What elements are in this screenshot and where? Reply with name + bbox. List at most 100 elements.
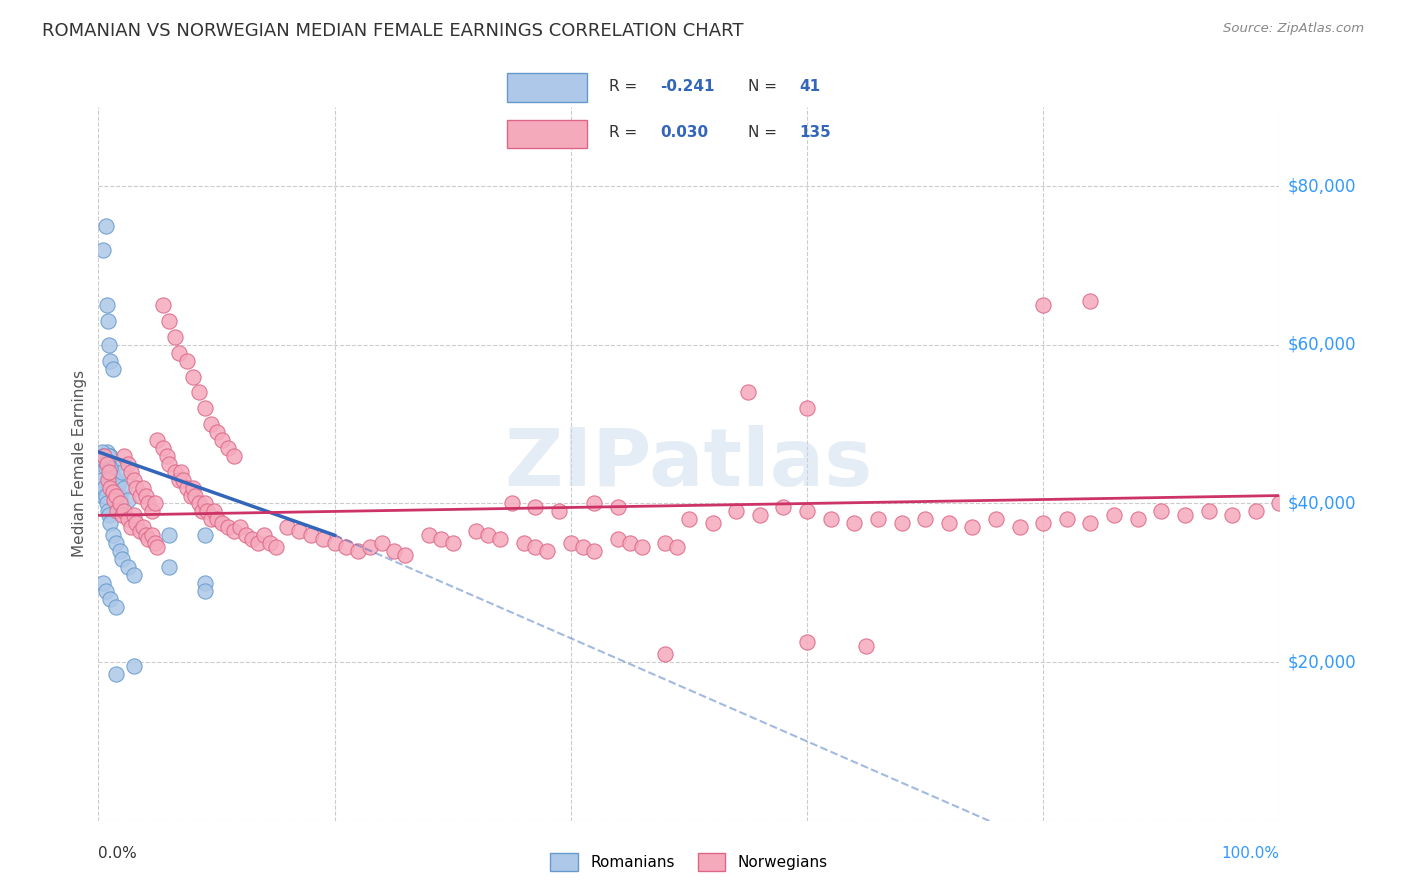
Point bbox=[748, 508, 770, 523]
Point bbox=[97, 504, 120, 518]
Point bbox=[194, 401, 217, 416]
Text: $60,000: $60,000 bbox=[1288, 336, 1357, 354]
Point bbox=[101, 528, 124, 542]
Point bbox=[962, 520, 984, 534]
Point bbox=[132, 520, 155, 534]
Point bbox=[108, 489, 131, 503]
Point bbox=[93, 481, 115, 495]
Point bbox=[1080, 516, 1102, 531]
Point bbox=[240, 532, 263, 546]
Point bbox=[229, 520, 252, 534]
Point bbox=[98, 460, 121, 475]
Point bbox=[176, 481, 198, 495]
Point bbox=[571, 540, 593, 554]
Point bbox=[195, 504, 218, 518]
Point bbox=[1032, 516, 1054, 531]
Point bbox=[98, 460, 121, 475]
Point bbox=[101, 468, 124, 483]
Point bbox=[94, 460, 117, 475]
Point bbox=[312, 532, 335, 546]
Point bbox=[1008, 520, 1031, 534]
Point bbox=[299, 528, 322, 542]
Point bbox=[477, 528, 499, 542]
Point bbox=[98, 591, 121, 606]
Text: $80,000: $80,000 bbox=[1288, 178, 1357, 195]
Point bbox=[737, 385, 759, 400]
Point bbox=[146, 540, 169, 554]
Point bbox=[112, 504, 135, 518]
Text: Source: ZipAtlas.com: Source: ZipAtlas.com bbox=[1223, 22, 1364, 36]
Point bbox=[91, 489, 114, 503]
Point bbox=[105, 489, 128, 503]
Point bbox=[205, 425, 228, 439]
Text: ZIPatlas: ZIPatlas bbox=[505, 425, 873, 503]
Point bbox=[122, 567, 145, 582]
Point bbox=[1032, 298, 1054, 312]
Point bbox=[121, 520, 143, 534]
Point bbox=[501, 496, 523, 510]
Point bbox=[666, 540, 689, 554]
Point bbox=[141, 528, 163, 542]
Legend: Romanians, Norwegians: Romanians, Norwegians bbox=[544, 847, 834, 877]
Point bbox=[796, 504, 818, 518]
Point bbox=[465, 524, 488, 539]
Text: R =: R = bbox=[609, 126, 643, 140]
Point bbox=[524, 540, 547, 554]
Point bbox=[844, 516, 866, 531]
Point bbox=[98, 516, 121, 531]
Point bbox=[335, 540, 357, 554]
Point bbox=[112, 481, 135, 495]
Point bbox=[170, 465, 193, 479]
Point bbox=[1126, 512, 1149, 526]
Point bbox=[441, 536, 464, 550]
Point bbox=[536, 544, 558, 558]
Point bbox=[93, 449, 115, 463]
Point bbox=[548, 504, 571, 518]
Point bbox=[157, 528, 180, 542]
Point bbox=[122, 659, 145, 673]
Point bbox=[607, 532, 630, 546]
Point bbox=[125, 481, 148, 495]
Bar bbox=[506, 120, 588, 148]
Point bbox=[430, 532, 453, 546]
Point bbox=[111, 465, 134, 479]
Point bbox=[1150, 504, 1173, 518]
Point bbox=[1102, 508, 1125, 523]
Point bbox=[98, 449, 121, 463]
Point bbox=[211, 433, 233, 447]
Point bbox=[98, 465, 121, 479]
Text: $40,000: $40,000 bbox=[1288, 494, 1357, 513]
Point bbox=[98, 449, 121, 463]
Point bbox=[157, 457, 180, 471]
Point bbox=[103, 492, 125, 507]
Point bbox=[111, 508, 134, 523]
Point bbox=[104, 457, 127, 471]
Point bbox=[135, 489, 157, 503]
Point bbox=[323, 536, 346, 550]
Point bbox=[235, 528, 257, 542]
Point bbox=[371, 536, 394, 550]
Point bbox=[725, 504, 748, 518]
Text: -0.241: -0.241 bbox=[661, 79, 714, 95]
Point bbox=[101, 484, 124, 499]
Point bbox=[108, 544, 131, 558]
Point bbox=[524, 500, 547, 515]
Point bbox=[512, 536, 534, 550]
Point bbox=[630, 540, 652, 554]
Point bbox=[866, 512, 889, 526]
Point bbox=[560, 536, 582, 550]
Text: R =: R = bbox=[609, 79, 643, 95]
Point bbox=[117, 492, 139, 507]
Point bbox=[181, 369, 204, 384]
Point bbox=[702, 516, 724, 531]
Point bbox=[253, 528, 276, 542]
Point bbox=[347, 544, 370, 558]
Point bbox=[105, 536, 128, 550]
Point bbox=[103, 481, 125, 495]
Point bbox=[217, 520, 239, 534]
Point bbox=[105, 504, 128, 518]
Point bbox=[1198, 504, 1220, 518]
Y-axis label: Median Female Earnings: Median Female Earnings bbox=[72, 370, 87, 558]
Point bbox=[276, 520, 298, 534]
Point bbox=[98, 353, 121, 368]
